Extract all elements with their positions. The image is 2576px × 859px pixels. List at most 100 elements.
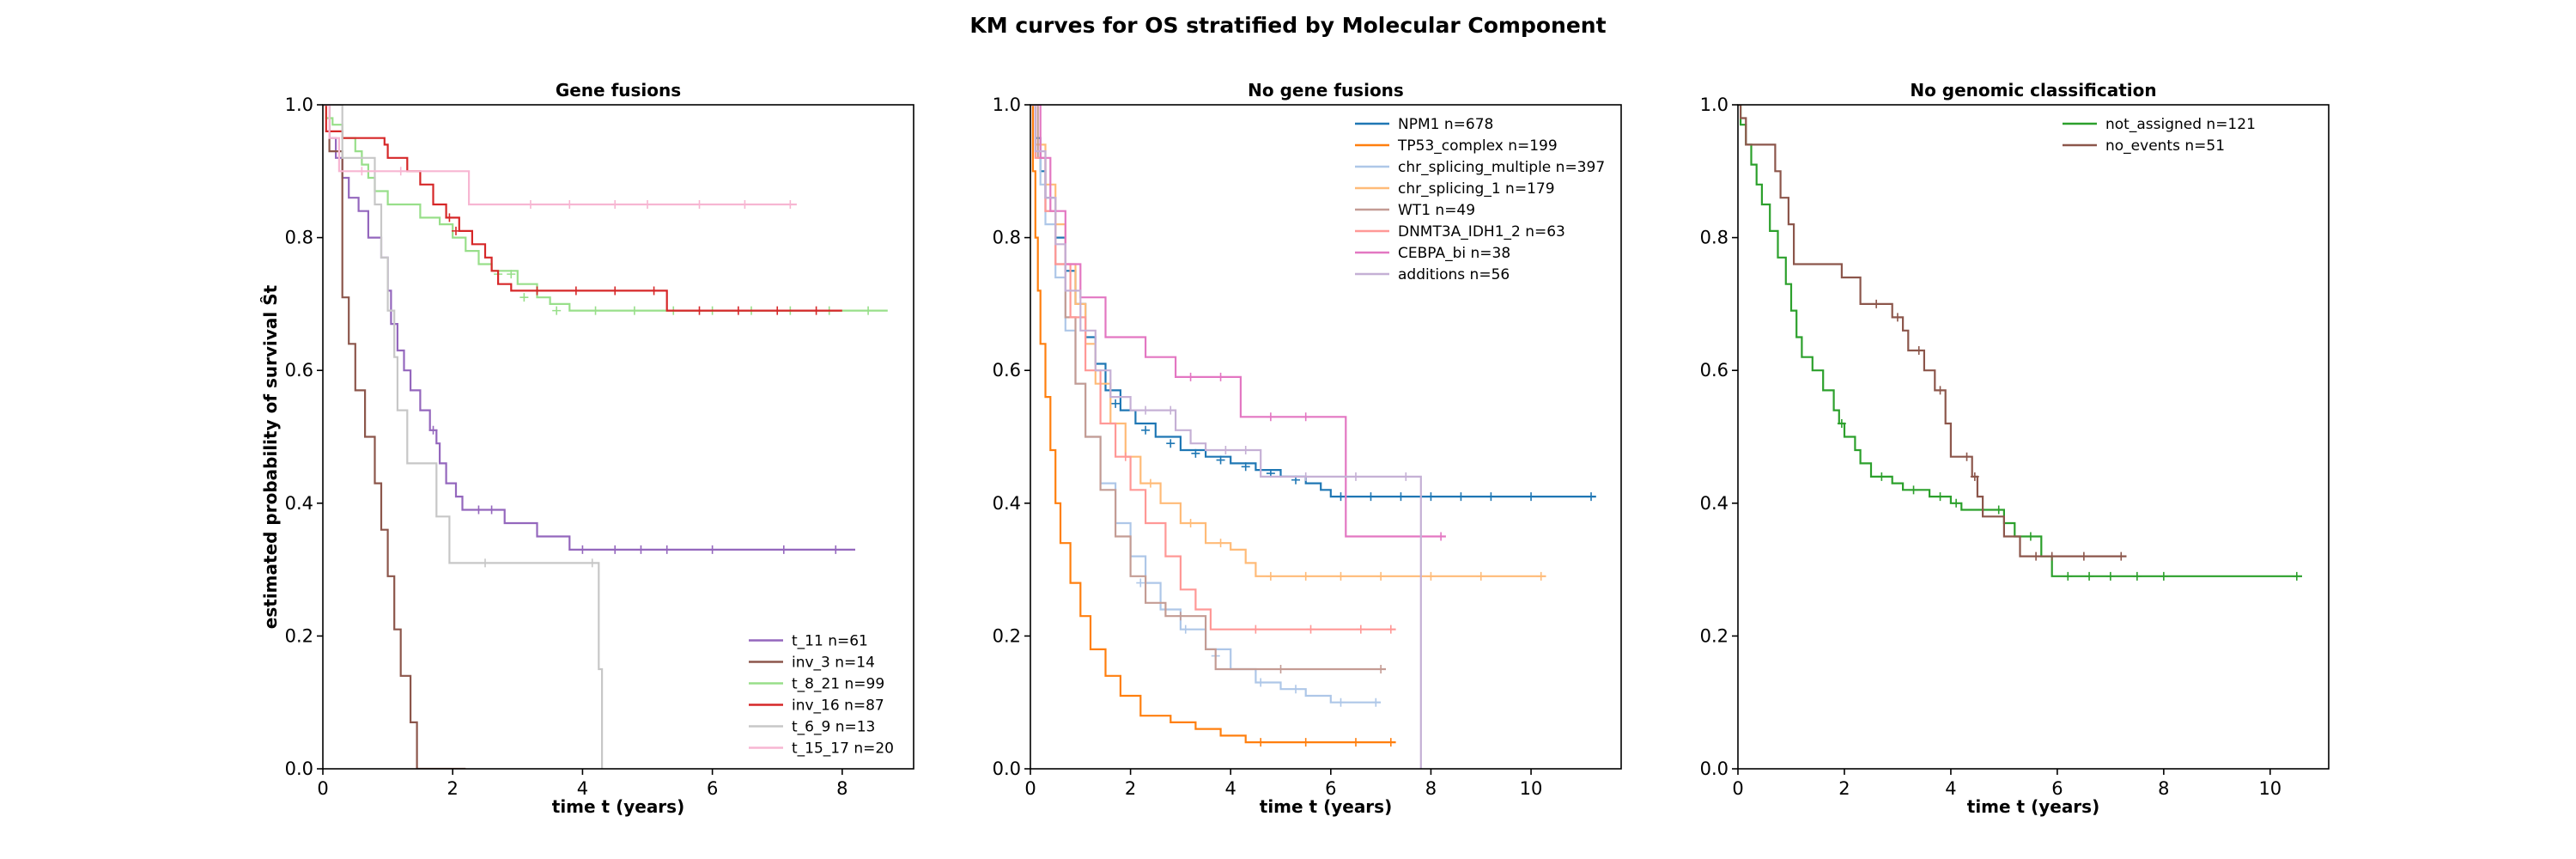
censor-mark [1166,439,1176,448]
legend: not_assigned n=121 no_events n=51 [2063,116,2256,155]
censor-mark [695,306,704,315]
x-axis-label: time t (years) [1967,796,2099,817]
panel-no-genomic-classification: No genomic classification 0 2 4 6 8 100.00.20… [1700,80,2330,817]
censor-mark [2117,551,2126,561]
censor-mark [611,199,620,209]
legend-label: t_11 n=61 [792,633,868,650]
km-curve [1030,105,1386,671]
censor-mark [1221,445,1230,454]
censor-mark [1351,738,1360,747]
censor-mark [1176,612,1185,621]
censor-mark [1241,462,1250,472]
legend-label: t_8_21 n=99 [792,676,884,693]
censor-mark [1166,405,1176,415]
censor-mark [1336,492,1346,502]
censor-mark [643,199,653,209]
censor-mark [519,293,529,302]
censor-mark [571,286,580,295]
censor-mark [1266,412,1275,422]
km-curve [1030,105,1396,744]
km-curve [323,105,797,206]
censor-mark [1216,372,1225,381]
legend-label: t_6_9 n=13 [792,719,875,736]
censor-mark [2085,571,2094,581]
censor-mark [1256,738,1266,747]
x-tick-label: 0 [317,778,328,799]
x-tick-label: 6 [2051,778,2063,799]
x-tick-label: 2 [1838,778,1850,799]
legend: t_11 n=61 inv_3 n=14 t_8_21 n=99 inv_16 n=8… [749,633,894,758]
censor-mark [1121,452,1130,461]
censor-mark [649,286,659,295]
y-tick-label: 1.0 [285,94,313,115]
censor-mark [1111,399,1121,408]
censor-mark [1426,571,1436,581]
legend-label: DNMT3A_IDH1_2 n=63 [1398,223,1565,241]
plot-area: 0 2 4 6 8 0.0 0.2 0.4 0.6 0.8 1.0 t_11 n=61 inv_3 n=… [285,94,914,799]
censor-mark [1426,492,1436,502]
censor-mark [1872,299,1881,308]
censor-mark [481,558,490,568]
x-tick-label: 10 [1520,778,1543,799]
censor-mark [2026,532,2035,541]
censor-mark [428,425,438,435]
legend-label: not_assigned n=121 [2105,116,2256,133]
censor-mark [1306,624,1315,634]
censor-mark [1837,419,1846,429]
censor-mark [2159,571,2168,581]
legend-label: inv_3 n=14 [792,655,875,672]
censor-mark [1336,571,1346,581]
censor-mark [532,286,542,295]
km-curve [1738,105,2127,557]
censor-mark [1241,445,1250,454]
censor-mark [662,545,671,554]
plot-area: 0 2 4 6 8 10 0.0 0.2 0.4 0.6 0.8 1.0 not_assigned n=… [1700,94,2330,799]
censor-mark [1266,571,1275,581]
x-tick-label: 2 [1125,778,1136,799]
censor-mark [1952,498,1961,508]
y-tick-label: 0.4 [993,493,1021,514]
censor-mark [1186,372,1195,381]
panel-title: No gene fusions [1248,80,1404,101]
x-tick-label: 4 [1225,778,1236,799]
censor-mark [1301,412,1310,422]
plot-area: 0 2 4 6 8 10 0.0 0.2 0.4 0.6 0.8 1.0 NPM1 n=678 TP53_… [993,94,1622,799]
legend-label: no_events n=51 [2105,137,2225,155]
censor-mark [526,199,535,209]
x-tick-label: 4 [1945,778,1956,799]
km-curve [323,105,842,312]
axes-frame [322,104,914,770]
panel-title: Gene fusions [556,80,681,101]
censor-mark [445,213,454,222]
censor-mark [451,226,460,235]
censor-mark [357,167,367,176]
censor-mark [1935,492,1945,502]
censor-mark [591,306,600,315]
x-tick-label: 8 [2158,778,2169,799]
y-tick-label: 0.8 [993,228,1021,248]
legend-label: inv_16 n=87 [792,698,884,715]
figure-title: KM curves for OS stratified by Molecular… [969,13,1606,38]
censor-mark [1476,571,1485,581]
y-axis-label: estimated probability of survival Ŝt [260,284,281,629]
censor-mark [2292,571,2301,581]
censor-mark [552,306,562,315]
censor-mark [1216,455,1225,465]
censor-mark [1386,738,1395,747]
y-tick-label: 0.6 [993,360,1021,381]
censor-mark [1401,472,1411,481]
panel-no-gene-fusions: No gene fusions 0 2 4 6 8 10 0.0 0.2 0.4 0.6 0.8 1.… [993,80,1622,817]
legend-label: CEBPA_bi n=38 [1398,245,1510,262]
km-curve [1030,105,1396,631]
x-tick-label: 0 [1732,778,1743,799]
censor-mark [1527,492,1536,502]
censor-mark [636,545,646,554]
y-tick-label: 1.0 [993,94,1021,115]
axes-frame [1030,104,1622,770]
censor-mark [1376,665,1386,674]
x-tick-label: 8 [1425,778,1437,799]
y-tick-label: 0.8 [1700,228,1728,248]
censor-mark [474,505,483,515]
censor-mark [1145,478,1155,488]
y-tick-label: 0.0 [285,758,313,779]
